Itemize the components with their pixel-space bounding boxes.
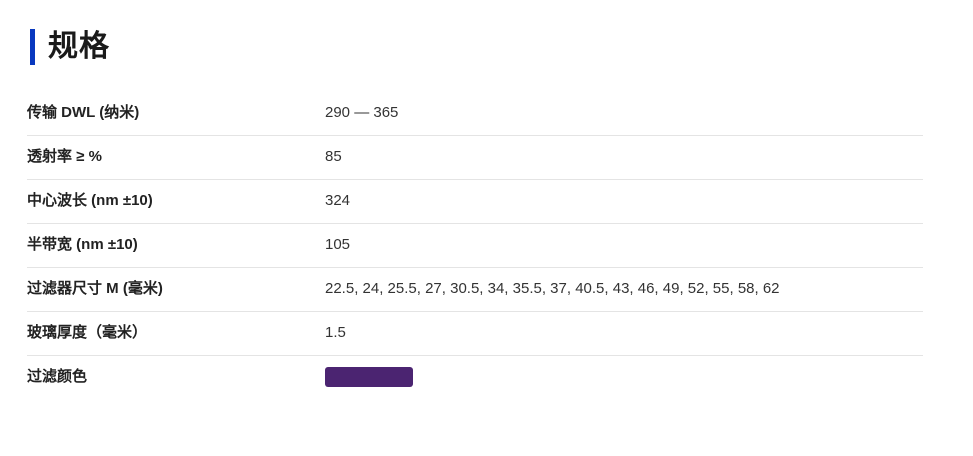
- spec-row-half-bandwidth: 半带宽 (nm ±10) 105: [27, 224, 923, 268]
- spec-row-center-wavelength: 中心波长 (nm ±10) 324: [27, 180, 923, 224]
- spec-value: 85: [325, 148, 342, 165]
- title-accent-bar: [30, 29, 35, 65]
- section-header: 规格: [30, 28, 923, 66]
- spec-value: 290 — 365: [325, 104, 399, 121]
- spec-value-swatch-cell: [325, 367, 923, 387]
- spec-table: 传输 DWL (纳米) 290 — 365 透射率 ≥ % 85 中心波长 (n…: [27, 92, 923, 401]
- page-title: 规格: [48, 30, 110, 63]
- specifications-section: 规格 传输 DWL (纳米) 290 — 365 透射率 ≥ % 85 中心波长…: [27, 28, 923, 401]
- spec-label: 半带宽 (nm ±10): [27, 236, 138, 253]
- spec-value: 105: [325, 236, 351, 253]
- spec-row-transmittance: 透射率 ≥ % 85: [27, 136, 923, 180]
- spec-label: 过滤颜色: [27, 368, 88, 385]
- spec-label: 中心波长 (nm ±10): [27, 192, 153, 209]
- spec-value: 1.5: [325, 324, 346, 341]
- filter-color-swatch: [325, 367, 413, 387]
- spec-row-filter-sizes: 过滤器尺寸 M (毫米) 22.5, 24, 25.5, 27, 30.5, 3…: [27, 268, 923, 312]
- spec-label: 过滤器尺寸 M (毫米): [27, 280, 163, 297]
- spec-row-glass-thickness: 玻璃厚度（毫米） 1.5: [27, 312, 923, 356]
- spec-value: 22.5, 24, 25.5, 27, 30.5, 34, 35.5, 37, …: [325, 280, 780, 297]
- spec-label: 传输 DWL (纳米): [27, 104, 140, 121]
- spec-row-filter-color: 过滤颜色: [27, 356, 923, 401]
- spec-row-transmission-dwl: 传输 DWL (纳米) 290 — 365: [27, 92, 923, 136]
- spec-label: 玻璃厚度（毫米）: [27, 324, 148, 341]
- spec-label: 透射率 ≥ %: [27, 148, 102, 165]
- spec-value: 324: [325, 192, 351, 209]
